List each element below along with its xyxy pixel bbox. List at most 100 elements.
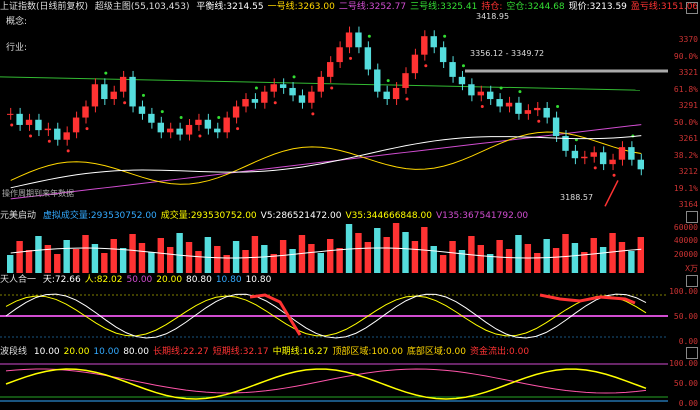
volume-bar bbox=[279, 240, 287, 273]
y-axis-label: 3261 bbox=[678, 134, 698, 143]
signal-dot bbox=[480, 104, 484, 108]
candle bbox=[618, 147, 626, 160]
indicator-value: 持仓: bbox=[481, 2, 503, 12]
signal-dot bbox=[311, 112, 315, 116]
volume-bar bbox=[44, 245, 52, 273]
y-axis-label: X万 bbox=[685, 264, 698, 273]
volume-bar bbox=[374, 228, 381, 273]
candle bbox=[552, 117, 560, 137]
volume-bar bbox=[571, 243, 579, 273]
candle bbox=[148, 113, 155, 123]
y-axis-label: 50.00 bbox=[673, 312, 698, 321]
signal-dot bbox=[254, 86, 258, 90]
candle bbox=[185, 124, 193, 135]
candle bbox=[562, 136, 569, 151]
indicator-value: 天:72.66 bbox=[42, 275, 81, 285]
close-icon[interactable] bbox=[686, 275, 698, 287]
volume-chart[interactable] bbox=[0, 223, 668, 273]
candle bbox=[119, 76, 127, 92]
signal-dot bbox=[236, 127, 240, 131]
candle bbox=[101, 84, 108, 100]
volume-bar bbox=[383, 237, 390, 273]
volume-bar bbox=[534, 253, 541, 273]
candle bbox=[91, 84, 99, 107]
candle bbox=[138, 106, 146, 114]
volume-bar bbox=[430, 246, 437, 273]
candle bbox=[599, 152, 607, 165]
signal-dot bbox=[179, 116, 183, 120]
y-axis-label: 61.8% bbox=[673, 84, 698, 94]
y-axis-label: 40000 bbox=[673, 236, 698, 246]
indicator-name[interactable]: 超级主图(55,103,453) bbox=[94, 2, 190, 12]
candle bbox=[449, 62, 456, 77]
candle bbox=[524, 110, 532, 114]
candle bbox=[571, 150, 579, 159]
candle bbox=[392, 87, 400, 100]
candle bbox=[355, 32, 362, 48]
candle bbox=[411, 54, 419, 74]
volume-bar bbox=[223, 255, 230, 273]
volume-bar bbox=[599, 247, 607, 273]
signal-dot bbox=[518, 90, 522, 94]
annotation-arrow bbox=[604, 180, 619, 207]
close-icon[interactable] bbox=[686, 2, 698, 14]
indicator-value: 资金流出:0.00 bbox=[470, 347, 530, 357]
candle bbox=[336, 47, 343, 63]
volume-bar bbox=[270, 254, 277, 273]
indicator-value: V35:344666848.00 bbox=[345, 211, 432, 221]
indicator-value: 长期线:22.27 bbox=[152, 347, 209, 357]
main-price-chart[interactable] bbox=[0, 14, 668, 210]
volume-bar bbox=[157, 238, 164, 273]
volume-bar bbox=[317, 253, 324, 273]
close-icon[interactable] bbox=[686, 347, 698, 359]
signal-dot bbox=[386, 79, 390, 83]
volume-bar bbox=[496, 240, 503, 273]
candle bbox=[505, 102, 513, 107]
candle bbox=[110, 91, 117, 100]
candle bbox=[82, 106, 89, 118]
close-icon[interactable] bbox=[686, 211, 698, 223]
bottom-note: 操作周期到来年数据 bbox=[2, 189, 74, 198]
ma-line-white bbox=[10, 135, 642, 189]
y-axis-label: 38.2% bbox=[673, 150, 698, 160]
volume-bar bbox=[251, 236, 259, 273]
oscillator1-chart[interactable] bbox=[0, 287, 668, 345]
oscillator2-chart[interactable] bbox=[0, 359, 668, 409]
volume-bar bbox=[101, 253, 108, 273]
chart-title[interactable]: 上证指数(日线前复权) bbox=[0, 2, 89, 12]
volume-bar bbox=[110, 239, 117, 273]
volume-bar bbox=[35, 236, 42, 273]
volume-title[interactable]: 元美启动 bbox=[0, 211, 37, 221]
volume-bar bbox=[515, 235, 522, 273]
volume-bar bbox=[185, 242, 193, 273]
signal-dot bbox=[29, 134, 33, 138]
signal-dot bbox=[217, 116, 221, 120]
indicator-value: 二号线:3252.77 bbox=[338, 2, 407, 12]
candle bbox=[430, 36, 437, 48]
y-axis-label: 90.0% bbox=[673, 51, 698, 61]
candle bbox=[487, 91, 494, 100]
signal-dot bbox=[330, 86, 334, 90]
y-axis-label: 60000 bbox=[673, 223, 698, 232]
volume-bar bbox=[129, 234, 136, 273]
volume-bar bbox=[176, 233, 183, 273]
volume-bar bbox=[590, 238, 597, 273]
volume-bar bbox=[543, 239, 550, 273]
signal-dot bbox=[273, 101, 277, 105]
price-high-label: 3418.95 bbox=[476, 12, 510, 21]
candle bbox=[468, 84, 475, 96]
signal-dot bbox=[424, 64, 428, 68]
candle bbox=[54, 128, 61, 140]
signal-dot bbox=[292, 75, 296, 79]
indicator-value: 10.80 bbox=[215, 275, 242, 285]
signal-dot bbox=[160, 110, 164, 114]
signal-dot bbox=[593, 166, 597, 170]
volume-bar bbox=[63, 240, 70, 273]
oscillator1-title[interactable]: 天人合一 bbox=[0, 275, 37, 285]
candle bbox=[72, 117, 80, 133]
oscillator2-title[interactable]: 波段线 bbox=[0, 347, 28, 357]
candle bbox=[581, 156, 588, 159]
indicator-value: 80.80 bbox=[186, 275, 212, 285]
indicator-value: 底部区域:0.00 bbox=[406, 347, 466, 357]
volume-bar bbox=[562, 234, 569, 273]
